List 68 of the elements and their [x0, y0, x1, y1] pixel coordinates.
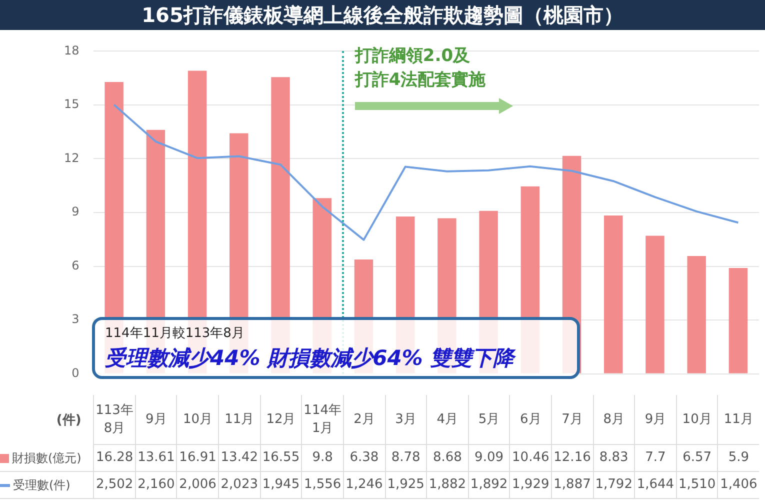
y-tick-label: 6 — [72, 258, 80, 272]
legend-label: 財損數(億元) — [12, 450, 82, 466]
annotation: 114年11月較113年8月 — [105, 325, 246, 342]
x-tick-label: 9月 — [134, 395, 176, 445]
y-tick-label: 9 — [72, 204, 80, 219]
data-label: 16.28 — [93, 445, 135, 472]
data-label: 5.9 — [717, 445, 759, 472]
text: (件) — [55, 412, 82, 430]
data-label: 16.55 — [260, 445, 302, 472]
data-label: 13.42 — [218, 445, 260, 472]
x-tick-label: 8月 — [592, 395, 634, 445]
data-label: 8.83 — [592, 445, 634, 472]
annotation: 打詐綱領2.0及 — [354, 45, 472, 68]
x-tick-label: 113年8月 — [93, 395, 135, 445]
x-tick-label: 12月 — [260, 395, 302, 445]
data-label: 16.91 — [176, 445, 218, 472]
data-label: 1,406 — [717, 472, 759, 499]
x-tick-label: 5月 — [468, 395, 510, 445]
data-label: 8.68 — [426, 445, 468, 472]
bar — [728, 268, 748, 374]
annotation: 受理數減少44% 財損數減少64% 雙雙下降 — [105, 345, 517, 372]
chart-title: 165打詐儀錶板導網上線後全般詐欺趨勢圖（桃園市） — [0, 0, 765, 30]
x-tick-label: 11月 — [717, 395, 759, 445]
data-label: 6.38 — [342, 445, 384, 472]
bar — [687, 256, 706, 374]
x-tick-label: 2月 — [342, 395, 384, 445]
data-label: 9.09 — [468, 445, 510, 472]
x-tick-label: 4月 — [426, 395, 468, 445]
y-tick-label: 3 — [72, 312, 80, 326]
y-tick-label: 15 — [64, 97, 80, 112]
data-label: 6.57 — [676, 445, 718, 472]
y-tick-label: 0 — [72, 366, 80, 380]
data-label: 1,887 — [550, 472, 593, 499]
data-label: 1,882 — [426, 472, 468, 499]
x-tick-label: 10月 — [676, 395, 718, 445]
y-tick-label: 12 — [64, 150, 80, 165]
data-label: 2,160 — [134, 472, 176, 499]
x-tick-label: 3月 — [384, 395, 426, 445]
x-tick-label: 9月 — [634, 395, 676, 445]
data-label: 1,792 — [592, 472, 634, 499]
data-label: 10.46 — [509, 445, 551, 472]
x-tick-label: 10月 — [176, 395, 218, 445]
x-tick-label: 6月 — [509, 395, 551, 445]
bar — [646, 236, 664, 374]
data-label: 1,929 — [509, 472, 551, 499]
data-label: 1,945 — [260, 472, 302, 499]
callout-box: 114年11月較113年8月 受理數減少44% 財損數減少64% 雙雙下降 — [92, 317, 580, 379]
data-label: 1,556 — [301, 472, 343, 499]
data-label: 1,892 — [468, 472, 510, 499]
data-label: 12.16 — [550, 445, 593, 472]
legend-label: 受理數(件) — [13, 476, 70, 494]
data-label: 9.8 — [301, 445, 343, 472]
x-tick-label: 7月 — [550, 395, 593, 445]
data-label: 1,644 — [634, 472, 676, 499]
x-tick-label: 114年1月 — [301, 395, 343, 445]
y-tick-label: 18 — [64, 43, 80, 58]
data-label: 1,925 — [384, 472, 426, 499]
data-label: 1,510 — [676, 472, 718, 499]
bar — [604, 216, 623, 374]
data-label: 13.61 — [134, 445, 176, 472]
x-tick-label: 11月 — [218, 395, 260, 445]
data-label: 1,246 — [342, 472, 384, 499]
data-label: 2,502 — [93, 472, 135, 499]
data-label: 8.78 — [384, 445, 426, 472]
annotation: 打詐4法配套實施 — [354, 69, 487, 92]
data-label: 2,023 — [218, 472, 260, 499]
data-label: 7.7 — [634, 445, 676, 472]
data-label: 2,006 — [176, 472, 218, 499]
